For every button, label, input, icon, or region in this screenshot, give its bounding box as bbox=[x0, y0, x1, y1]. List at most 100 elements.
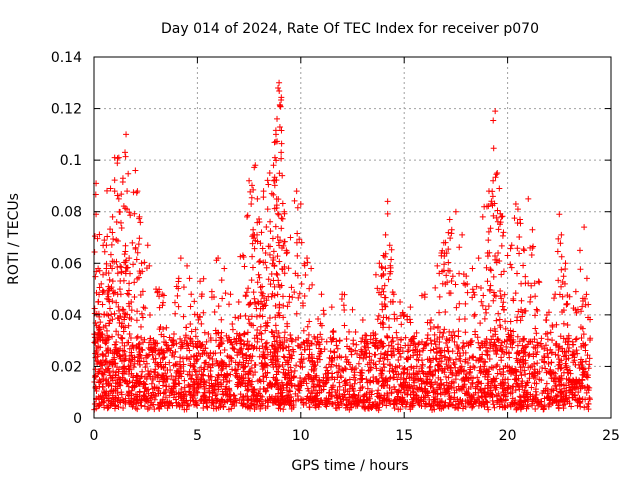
data-point bbox=[418, 380, 425, 387]
data-point bbox=[224, 337, 231, 344]
data-point bbox=[279, 361, 286, 368]
data-point bbox=[483, 344, 490, 351]
data-point bbox=[103, 327, 110, 334]
data-point bbox=[459, 231, 466, 238]
data-point bbox=[291, 197, 298, 204]
data-point bbox=[209, 355, 216, 362]
data-point bbox=[424, 371, 431, 378]
data-point bbox=[498, 295, 505, 302]
data-point bbox=[248, 182, 255, 189]
data-point bbox=[107, 372, 114, 379]
data-point bbox=[280, 353, 287, 360]
data-point bbox=[128, 307, 135, 314]
data-point bbox=[353, 397, 360, 404]
data-point bbox=[563, 301, 570, 308]
data-point bbox=[474, 383, 481, 390]
data-point bbox=[124, 188, 131, 195]
data-point bbox=[514, 381, 521, 388]
data-point bbox=[449, 273, 456, 280]
data-point bbox=[558, 231, 565, 238]
data-point bbox=[579, 303, 586, 310]
data-point bbox=[516, 398, 523, 405]
data-point bbox=[113, 339, 120, 346]
data-point bbox=[330, 329, 337, 336]
data-point bbox=[208, 288, 215, 295]
data-point bbox=[494, 170, 501, 177]
data-point bbox=[181, 399, 188, 406]
data-point bbox=[379, 319, 386, 326]
data-point bbox=[113, 258, 120, 265]
data-point bbox=[464, 392, 471, 399]
data-point bbox=[205, 372, 212, 379]
data-point bbox=[432, 355, 439, 362]
data-point bbox=[156, 351, 163, 358]
data-point bbox=[273, 157, 280, 164]
data-point bbox=[134, 188, 141, 195]
data-point bbox=[498, 354, 505, 361]
data-point bbox=[125, 383, 132, 390]
data-point bbox=[541, 402, 548, 409]
data-point bbox=[95, 395, 102, 402]
data-point bbox=[491, 339, 498, 346]
data-point bbox=[342, 353, 349, 360]
data-point bbox=[463, 340, 470, 347]
data-point bbox=[153, 286, 160, 293]
data-point bbox=[272, 393, 279, 400]
data-point bbox=[278, 155, 285, 162]
data-point bbox=[556, 375, 563, 382]
data-point bbox=[298, 239, 305, 246]
data-point bbox=[504, 363, 511, 370]
data-point bbox=[359, 369, 366, 376]
data-point bbox=[533, 399, 540, 406]
data-point bbox=[200, 381, 207, 388]
data-point bbox=[570, 351, 577, 358]
data-point bbox=[578, 361, 585, 368]
data-point bbox=[517, 364, 524, 371]
data-point bbox=[534, 360, 541, 367]
data-point bbox=[220, 376, 227, 383]
data-point bbox=[227, 396, 234, 403]
data-point bbox=[114, 238, 121, 245]
data-point bbox=[272, 322, 279, 329]
data-point bbox=[234, 349, 241, 356]
data-point bbox=[157, 399, 164, 406]
data-point bbox=[115, 303, 122, 310]
data-point bbox=[381, 253, 388, 260]
data-point bbox=[377, 355, 384, 362]
data-point bbox=[560, 391, 567, 398]
data-point bbox=[492, 342, 499, 349]
data-point bbox=[552, 291, 559, 298]
data-point bbox=[317, 397, 324, 404]
data-point bbox=[445, 402, 452, 409]
data-point bbox=[558, 266, 565, 273]
data-point bbox=[102, 390, 109, 397]
data-point bbox=[259, 245, 266, 252]
data-point bbox=[418, 403, 425, 410]
data-point bbox=[147, 346, 154, 353]
data-point bbox=[376, 260, 383, 267]
data-point bbox=[460, 339, 467, 346]
data-point bbox=[499, 303, 506, 310]
data-point bbox=[245, 316, 252, 323]
data-point bbox=[186, 402, 193, 409]
data-point bbox=[460, 403, 467, 410]
data-point bbox=[361, 393, 368, 400]
data-point bbox=[129, 384, 136, 391]
data-point bbox=[150, 337, 157, 344]
data-point bbox=[489, 193, 496, 200]
data-point bbox=[122, 355, 129, 362]
data-point bbox=[312, 387, 319, 394]
data-point bbox=[242, 371, 249, 378]
data-point bbox=[175, 368, 182, 375]
data-point bbox=[555, 344, 562, 351]
data-point bbox=[552, 392, 559, 399]
data-point bbox=[135, 241, 142, 248]
data-point bbox=[250, 226, 257, 233]
data-point bbox=[404, 348, 411, 355]
data-point bbox=[358, 338, 365, 345]
data-point bbox=[370, 374, 377, 381]
y-tick-label: 0.14 bbox=[51, 50, 82, 66]
data-point bbox=[229, 326, 236, 333]
data-point bbox=[502, 318, 509, 325]
data-point bbox=[395, 388, 402, 395]
